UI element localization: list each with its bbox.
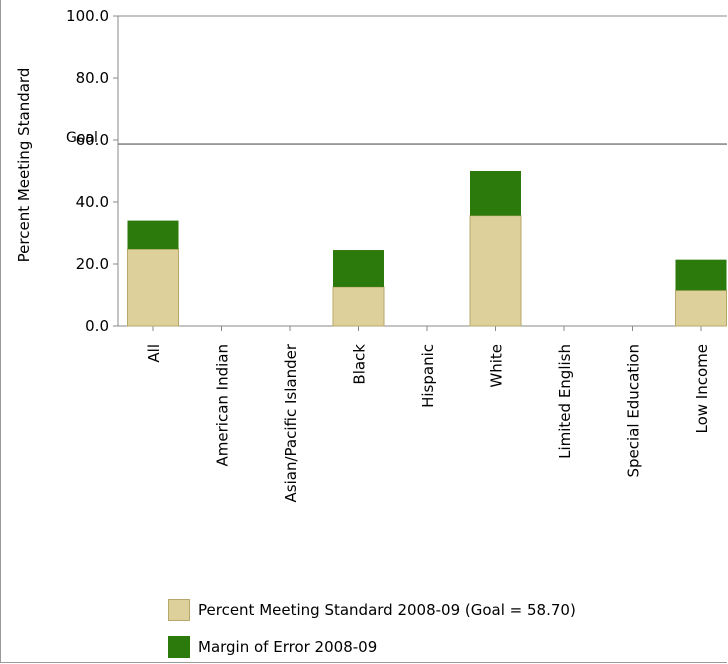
legend-swatch-percent [168,599,190,621]
x-tick-label: Hispanic [419,344,437,408]
legend-label-margin: Margin of Error 2008-09 [198,638,378,656]
legend-item-percent: Percent Meeting Standard 2008-09 (Goal =… [168,599,576,621]
x-tick-label: Black [351,344,369,385]
y-tick-label: 0.0 [85,317,109,335]
y-tick-label: 20.0 [76,255,109,273]
bar-margin-8 [675,259,727,291]
y-tick-label: 40.0 [76,193,109,211]
bar-percent-0 [127,248,179,327]
x-tick-label: American Indian [214,344,232,466]
y-axis-title: Percent Meeting Standard [15,68,33,263]
x-tick-label: All [145,344,163,363]
x-tick-label: Asian/Pacific Islander [282,343,300,502]
bar-margin-3 [333,250,384,287]
bar-percent-5 [469,215,522,327]
legend-label-percent: Percent Meeting Standard 2008-09 (Goal =… [198,601,576,619]
bar-percent-8 [675,289,727,327]
y-tick-label: 80.0 [76,69,109,87]
x-tick-label: Special Education [625,344,643,478]
bar-margin-5 [470,171,521,216]
y-tick-label: 100.0 [66,7,109,25]
x-tick-label: Low Income [693,344,711,434]
x-tick-label: Limited English [556,344,574,459]
bar-margin-0 [127,220,179,250]
x-tick-label: White [488,344,506,388]
y-tick-label: 60.0 [76,131,109,149]
bar-percent-3 [332,286,385,327]
legend-swatch-margin [168,636,190,658]
legend-item-margin: Margin of Error 2008-09 [168,636,377,658]
goal-label: Goal [66,130,98,146]
